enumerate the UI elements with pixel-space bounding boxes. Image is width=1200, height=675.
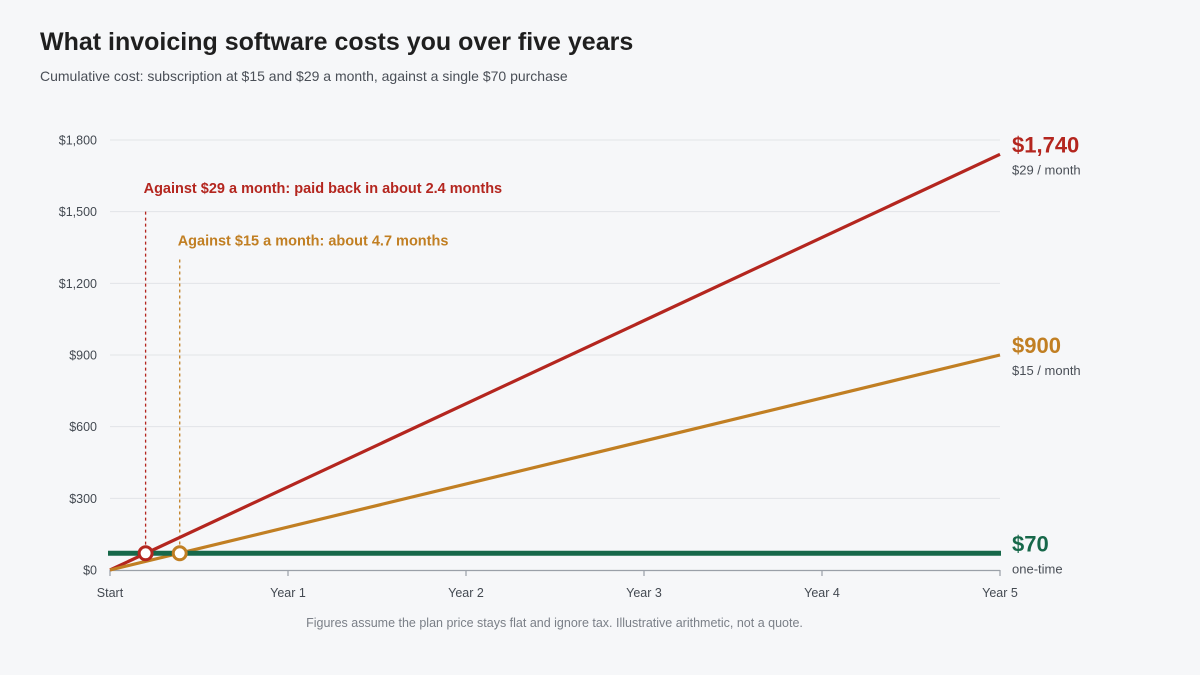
labels: $0 $300 $600 $900 $1,200 $1,500 $1,800 Start Yea…	[59, 132, 1081, 600]
x-tick-label: Start	[97, 586, 124, 600]
x-tick-label: Year 2	[448, 586, 484, 600]
chart-subtitle: Cumulative cost: subscription at $15 and…	[40, 68, 568, 84]
end-sub-label-onetime: one-time	[1012, 561, 1063, 576]
y-tick-label: $300	[69, 492, 97, 506]
end-value-label-onetime: $70	[1012, 531, 1049, 556]
axes	[109, 569, 1001, 576]
breakeven-marker-payback29	[137, 545, 154, 562]
footnote: Figures assume the plan price stays flat…	[306, 616, 803, 630]
grid-lines	[110, 139, 1000, 499]
y-tick-label: $1,500	[59, 205, 97, 219]
y-tick-label: $1,800	[59, 134, 97, 148]
series-lines	[108, 152, 1001, 572]
x-tick-label: Year 1	[270, 586, 306, 600]
annotation-text-payback29: Against $29 a month: paid back in about …	[144, 181, 503, 197]
series-line-plan29	[109, 152, 1001, 572]
x-tick-label: Year 3	[626, 586, 662, 600]
end-sub-label-plan15: $15 / month	[1012, 363, 1081, 378]
y-tick-label: $600	[69, 420, 97, 434]
x-tick-label: Year 4	[804, 586, 840, 600]
y-tick-label: $0	[83, 564, 97, 578]
breakeven-marker-payback15	[171, 545, 188, 562]
series-line-plan15	[109, 353, 1001, 572]
annotation-text-payback15: Against $15 a month: about 4.7 months	[178, 233, 449, 249]
end-value-label-plan29: $1,740	[1012, 132, 1079, 157]
x-tick-label: Year 5	[982, 586, 1018, 600]
y-tick-label: $1,200	[59, 277, 97, 291]
annotation-lines	[144, 211, 181, 554]
breakeven-markers	[137, 545, 188, 562]
chart-title: What invoicing software costs you over f…	[40, 28, 634, 56]
y-tick-label: $900	[69, 349, 97, 363]
end-sub-label-plan29: $29 / month	[1012, 162, 1081, 177]
end-value-label-plan15: $900	[1012, 333, 1061, 358]
